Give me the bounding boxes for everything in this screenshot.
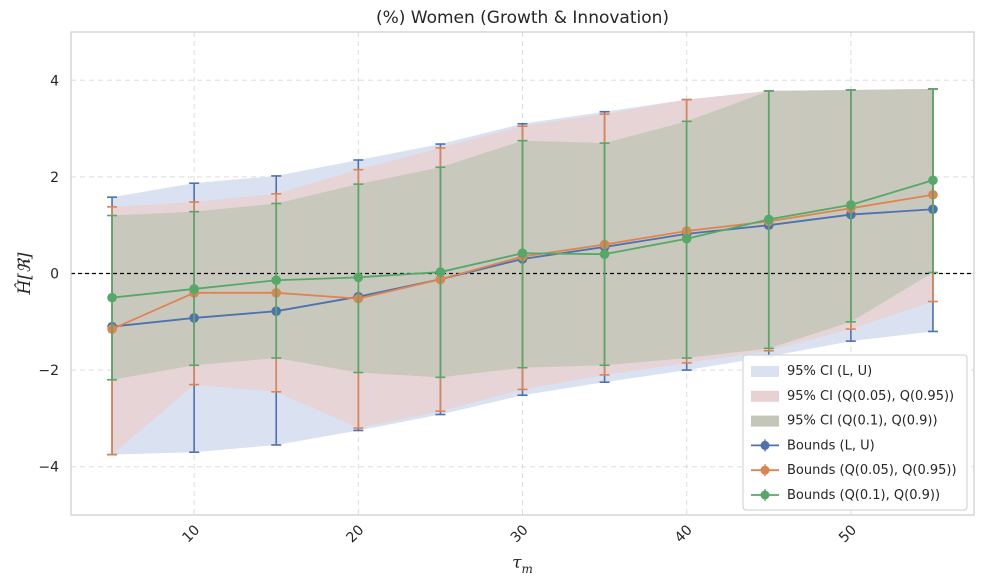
series-3	[107, 88, 938, 381]
legend: 95% CI (L, U) 95% CI (Q(0.05), Q(0.95)) 95…	[742, 354, 968, 511]
legend-swatch	[751, 415, 779, 427]
legend-marker	[760, 490, 770, 500]
legend-label: 95% CI (Q(0.05), Q(0.95))	[787, 389, 954, 404]
data-point	[681, 233, 692, 244]
data-point	[517, 248, 528, 259]
legend-label: 95% CI (Q(0.1), Q(0.9))	[787, 414, 938, 429]
x-axis-label-sub: m	[522, 562, 533, 576]
x-axis-label-main: τ	[512, 553, 522, 573]
series-group	[107, 88, 938, 456]
data-point	[928, 175, 938, 186]
data-point	[599, 249, 610, 259]
data-point	[435, 267, 446, 277]
legend-swatch	[751, 390, 779, 402]
data-point	[189, 284, 199, 294]
legend-box	[742, 354, 968, 511]
data-point	[271, 275, 282, 286]
y-tick-label: −4	[38, 460, 59, 476]
y-tick-label: 0	[50, 267, 59, 283]
chart-title: (%) Women (Growth & Innovation)	[376, 8, 669, 28]
legend-label: Bounds (Q(0.05), Q(0.95))	[787, 463, 957, 478]
legend-swatch	[751, 366, 779, 377]
data-point	[846, 200, 856, 210]
y-tick-label: 2	[50, 170, 59, 186]
legend-marker	[760, 440, 770, 450]
legend-marker	[760, 465, 770, 475]
y-tick-label: 4	[50, 73, 59, 89]
data-point	[107, 292, 117, 303]
plot-frame	[70, 31, 975, 516]
legend-label: Bounds (Q(0.1), Q(0.9))	[787, 488, 940, 503]
data-point	[763, 214, 774, 225]
data-point	[353, 272, 364, 283]
legend-label: Bounds (L, U)	[787, 438, 875, 453]
legend-label: 95% CI (L, U)	[787, 364, 872, 379]
y-axis-label: Ĥ[ℜ]	[14, 252, 35, 295]
y-tick-label: −2	[38, 363, 59, 379]
x-axis-label: τm	[512, 553, 533, 576]
